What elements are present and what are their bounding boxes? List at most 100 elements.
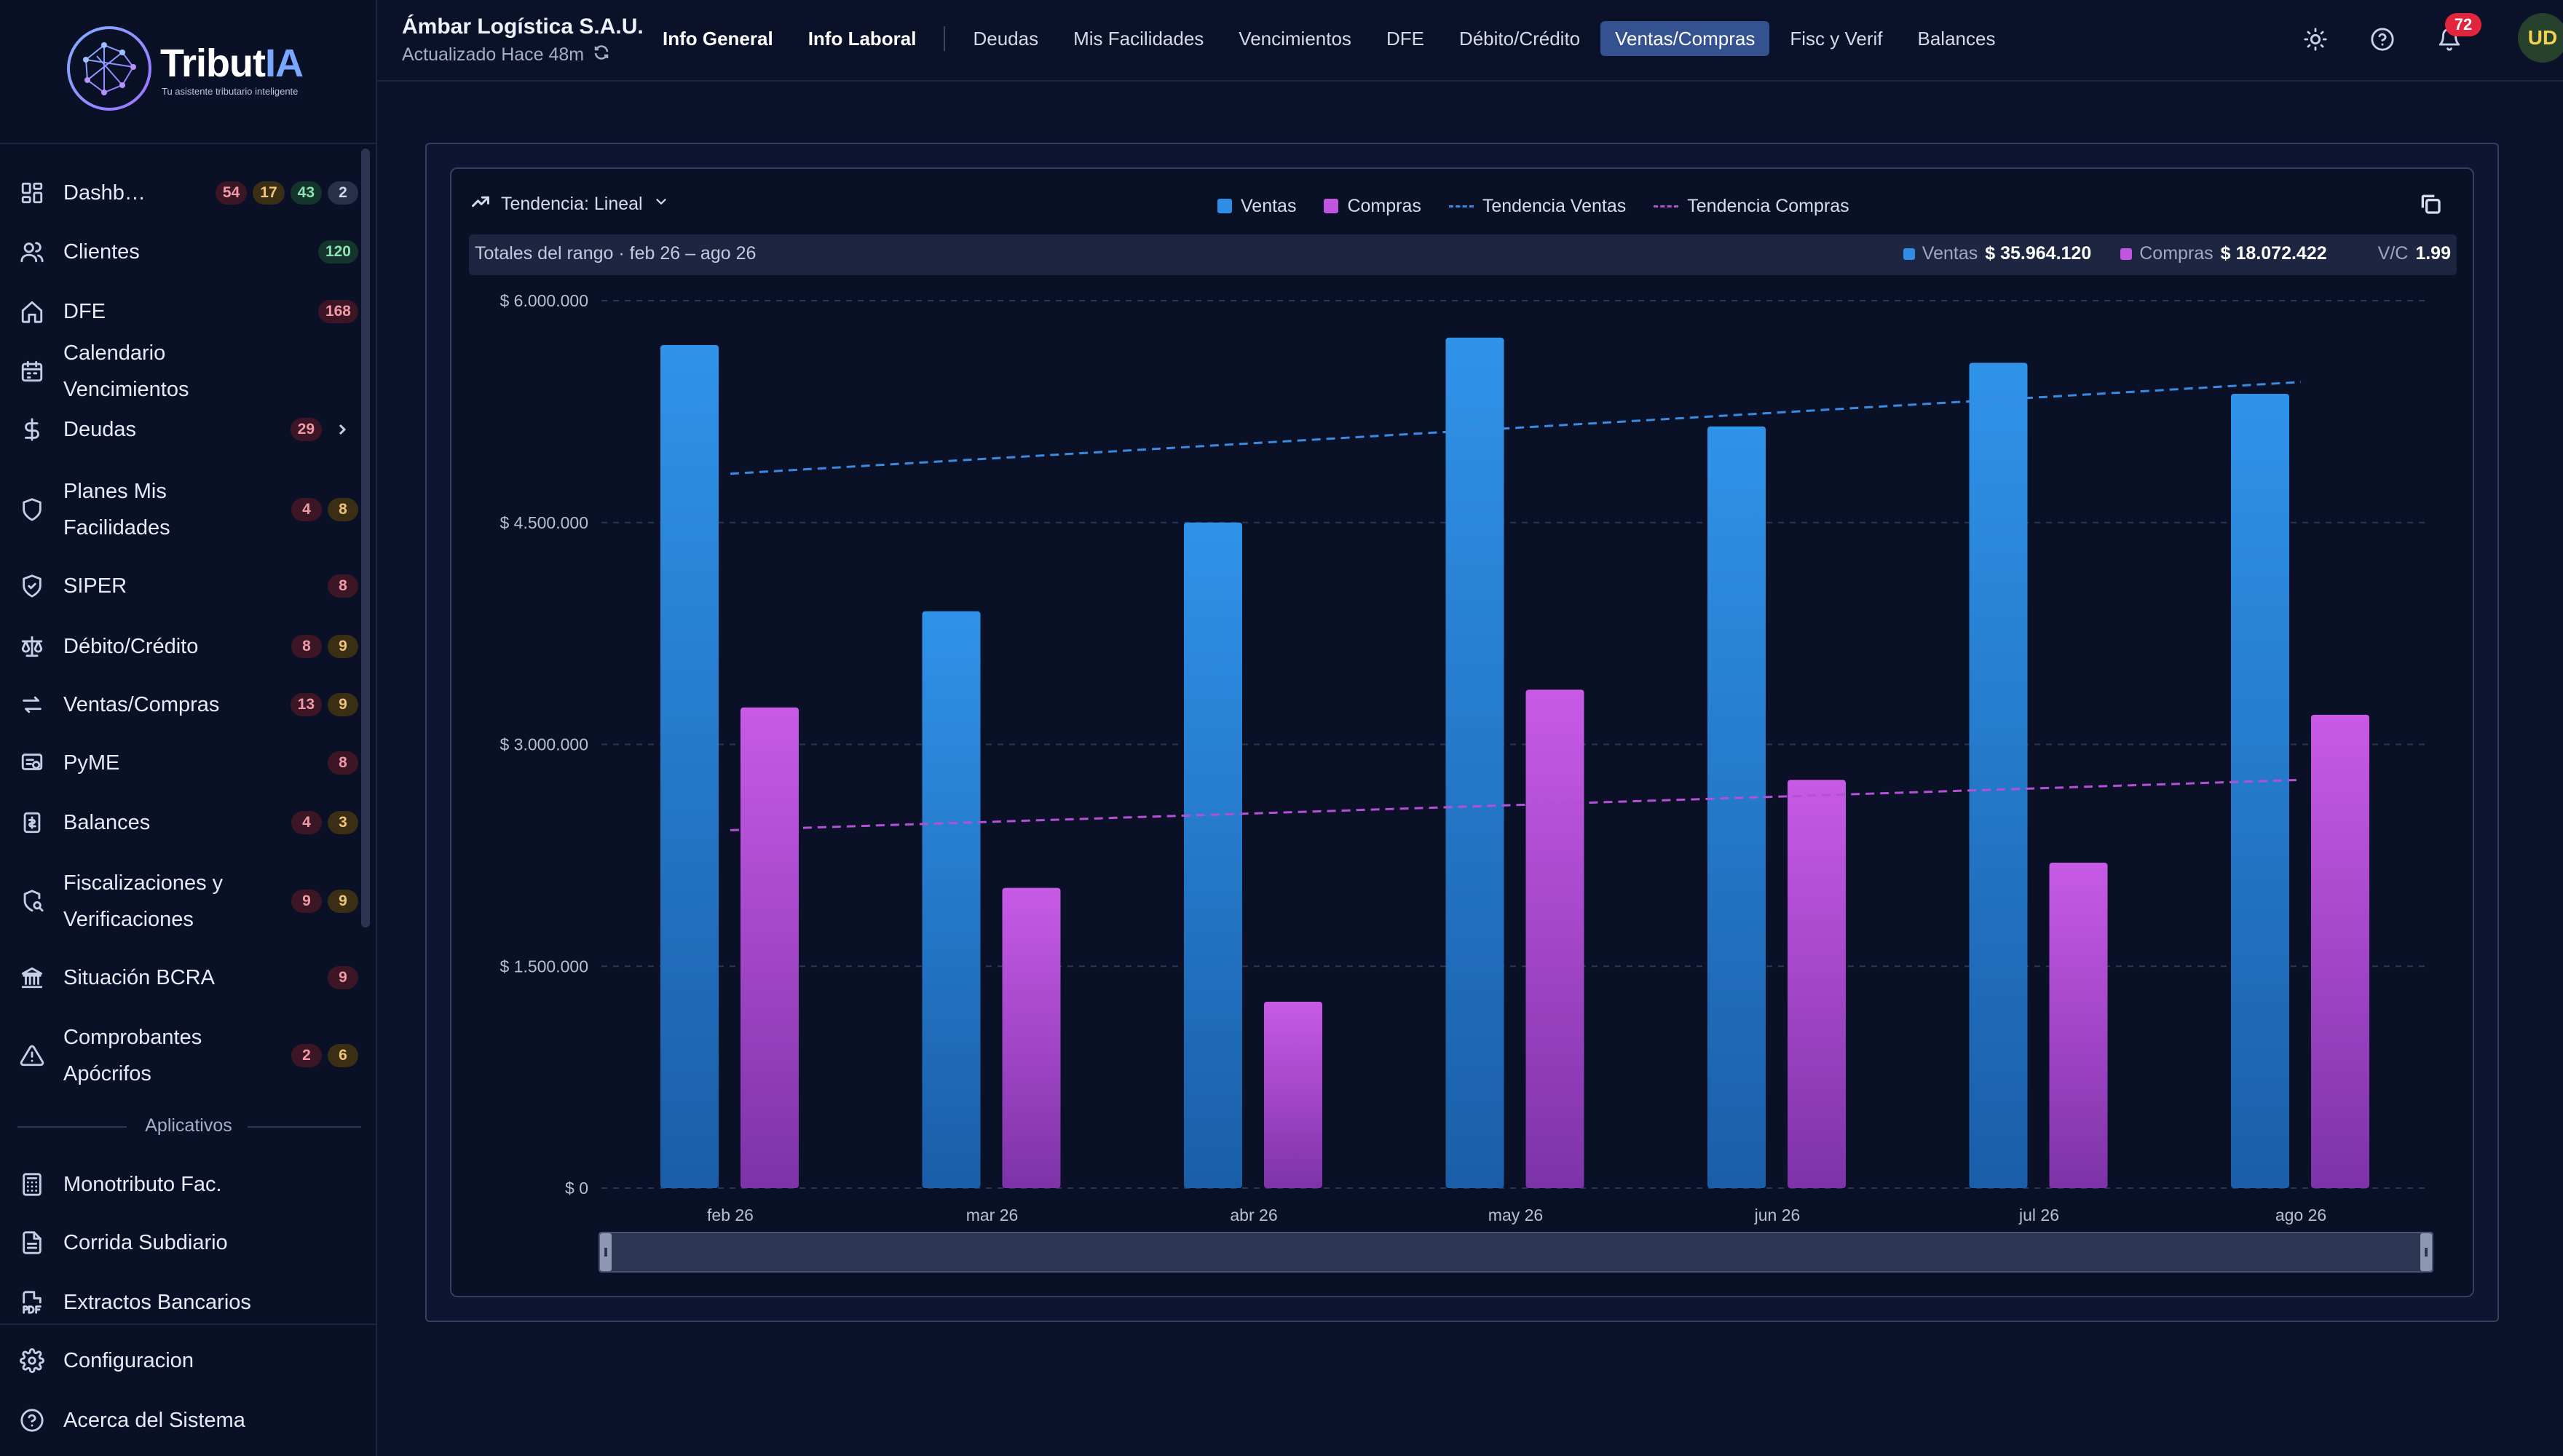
sidebar-item-calendario-vencimientos[interactable]: Calendario Vencimientos <box>0 341 364 401</box>
sidebar-item-label: Débito/Crédito <box>63 635 199 658</box>
range-totals-bar: Totales del rango · feb 26 – ago 26 Vent… <box>469 234 2457 275</box>
sidebar-badges: 8 <box>328 574 358 598</box>
brand-tagline: Tu asistente tributario inteligente <box>162 86 299 97</box>
range-start-handle[interactable] <box>600 1233 612 1271</box>
sidebar-item-label: PyME <box>63 751 120 775</box>
count-badge: 2 <box>291 1044 322 1067</box>
theme-toggle-sun-icon[interactable] <box>2299 23 2331 55</box>
total-ratio-label: V/C <box>2377 243 2409 264</box>
sidebar-item-planes-mis-facilidades[interactable]: Planes Mis Facilidades 4 8 <box>0 480 364 539</box>
trend-mode-dropdown[interactable]: Tendencia: Lineal <box>470 191 669 217</box>
sidebar-item-label: Extractos Bancarios <box>63 1291 251 1314</box>
top-header: Ámbar Logística S.A.U. Actualizado Hace … <box>377 0 2563 82</box>
company-name: Ámbar Logística S.A.U. <box>402 15 644 39</box>
tab-dfe[interactable]: DFE <box>1386 28 1424 50</box>
sidebar-divider <box>0 1324 377 1325</box>
balances-icon <box>19 810 45 836</box>
tab-ventas-compras[interactable]: Ventas/Compras <box>1600 21 1770 56</box>
sidebar-item-corrida-subdiario[interactable]: Corrida Subdiario <box>0 1224 364 1261</box>
sidebar-scrollbar[interactable] <box>361 149 370 927</box>
updated-text: Actualizado Hace 48m <box>402 44 585 65</box>
count-badge: 3 <box>328 811 358 834</box>
count-badge: 9 <box>291 890 322 913</box>
sidebar-item-dashb[interactable]: Dashb… 54 17 43 2 <box>0 175 364 211</box>
sidebar-item-debito-credito[interactable]: Débito/Crédito 8 9 <box>0 628 364 665</box>
tab-debito-credito[interactable]: Débito/Crédito <box>1458 28 1581 50</box>
legend-item-ventas[interactable]: Ventas <box>1217 196 1296 217</box>
legend-item-trend-ventas[interactable]: Tendencia Ventas <box>1448 196 1626 217</box>
count-badge: 4 <box>291 811 322 834</box>
sidebar-item-comprobantes-apocrifos[interactable]: Comprobantes Apócrifos 2 6 <box>0 1026 364 1085</box>
brand-name: TributIA <box>160 41 304 85</box>
tab-info-general[interactable]: Info General <box>663 28 773 50</box>
sidebar-item-extractos-bancarios[interactable]: Extractos Bancarios <box>0 1284 364 1321</box>
sidebar-badges: 8 <box>328 751 358 775</box>
sidebar-item-configuracion[interactable]: Configuracion <box>0 1342 364 1379</box>
total-compras-swatch <box>2120 248 2133 260</box>
refresh-icon[interactable] <box>593 44 610 66</box>
legend-item-trend-compras[interactable]: Tendencia Compras <box>1654 196 1849 217</box>
count-badge: 8 <box>328 751 358 775</box>
count-badge: 8 <box>291 635 322 658</box>
tab-vencimientos[interactable]: Vencimientos <box>1239 28 1351 50</box>
apps-section-label: Aplicativos <box>145 1115 232 1136</box>
sidebar-item-balances[interactable]: Balances 4 3 <box>0 804 364 841</box>
tab-info-laboral[interactable]: Info Laboral <box>807 28 917 50</box>
copy-icon[interactable] <box>2419 192 2445 218</box>
pyme-icon <box>19 750 45 776</box>
apps-section-header: Aplicativos <box>0 1115 377 1137</box>
count-badge: 8 <box>328 574 358 598</box>
sidebar-item-clientes[interactable]: Clientes 120 <box>0 234 364 270</box>
chevron-right-icon <box>333 421 351 438</box>
tab-separator <box>944 26 946 51</box>
brain-logo-icon <box>67 26 151 111</box>
legend-item-compras[interactable]: Compras <box>1324 196 1421 217</box>
arrows-icon <box>19 692 45 718</box>
search-shield-icon <box>19 888 45 914</box>
sidebar-item-deudas[interactable]: Deudas 29 <box>0 411 364 448</box>
range-totals-values: Ventas $ 35.964.120 Compras $ 18.072.422… <box>1874 243 2451 264</box>
user-avatar[interactable]: UD <box>2518 13 2563 63</box>
calendar-icon <box>19 358 45 384</box>
sidebar-item-label: Configuracion <box>63 1349 194 1372</box>
total-compras-value: $ 18.072.422 <box>2220 243 2327 264</box>
tab-mis-facilidades[interactable]: Mis Facilidades <box>1073 28 1204 50</box>
sidebar-item-label: SIPER <box>63 574 127 598</box>
trending-up-icon <box>470 191 491 217</box>
total-ratio: V/C 1.99 <box>2378 243 2451 264</box>
sidebar-item-label: Balances <box>63 811 151 834</box>
help-circle-icon[interactable] <box>2366 23 2398 55</box>
count-badge: 9 <box>328 635 358 658</box>
count-badge: 9 <box>328 693 358 716</box>
tributia-logo[interactable]: TributIA Tu asistente tributario intelig… <box>64 23 312 115</box>
sidebar-badges: 9 <box>328 966 358 989</box>
legend-label: Tendencia Compras <box>1687 195 1849 216</box>
sidebar-item-fiscalizaciones-y-verificaciones[interactable]: Fiscalizaciones y Verificaciones 9 9 <box>0 871 364 931</box>
count-badge: 43 <box>290 181 322 205</box>
sidebar-item-situacion-bcra[interactable]: Situación BCRA 9 <box>0 960 364 996</box>
sidebar-item-dfe[interactable]: DFE 168 <box>0 293 364 330</box>
sidebar-item-label: Calendario Vencimientos <box>63 341 189 401</box>
count-badge: 9 <box>328 890 358 913</box>
sidebar-item-acerca-del-sistema[interactable]: Acerca del Sistema <box>0 1402 364 1439</box>
chart-legend: Ventas Compras Tendencia Ventas Tendenci… <box>1217 194 1877 218</box>
sidebar-item-siper[interactable]: SIPER 8 <box>0 568 364 604</box>
count-badge: 6 <box>328 1044 358 1067</box>
tab-balances[interactable]: Balances <box>1917 28 1996 50</box>
count-badge: 120 <box>317 240 358 264</box>
tab-deudas[interactable]: Deudas <box>973 28 1039 50</box>
section-tabs: Info General Info Laboral Deudas Mis Facili… <box>648 20 2015 57</box>
sidebar-item-monotributo-fac[interactable]: Monotributo Fac. <box>0 1166 364 1203</box>
tab-fisc-y-verif[interactable]: Fisc y Verif <box>1790 28 1883 50</box>
range-end-handle[interactable] <box>2420 1233 2432 1271</box>
sidebar-item-label: Acerca del Sistema <box>63 1409 245 1432</box>
users-icon <box>19 239 45 265</box>
sidebar-item-ventas-compras[interactable]: Ventas/Compras 13 9 <box>0 687 364 723</box>
total-ventas: Ventas $ 35.964.120 <box>1903 243 2091 264</box>
dashboard-icon <box>19 180 45 206</box>
sidebar-item-pyme[interactable]: PyME 8 <box>0 745 364 781</box>
chart-range-slider[interactable] <box>599 1232 2433 1273</box>
chevron-down-icon <box>653 194 669 215</box>
